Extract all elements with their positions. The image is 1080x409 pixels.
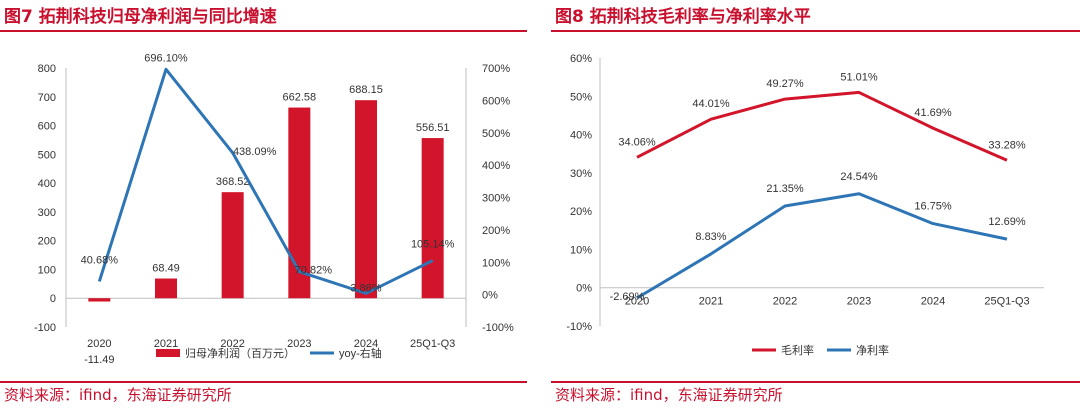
x-category-label: 2023 (847, 296, 871, 308)
y-right-tick-label: 0% (482, 290, 498, 302)
y-left-tick-label: 500 (38, 149, 56, 161)
net-margin-value-label: -2.69% (610, 291, 645, 303)
legend-label-net-profit: 归母净利润（百万元） (185, 346, 295, 360)
bar-value-label: -11.49 (84, 354, 114, 366)
yoy-value-label: 3.86% (350, 282, 381, 294)
x-category-label: 25Q1-Q3 (410, 338, 455, 350)
bar-net-profit (221, 192, 244, 299)
gross-margin-value-label: 34.06% (618, 136, 656, 148)
y-right-tick-label: -100% (482, 322, 514, 334)
gross-margin-value-label: 51.01% (840, 71, 878, 83)
y-left-tick-label: 600 (38, 121, 56, 133)
y-right-tick-label: 600% (482, 95, 510, 107)
net-margin-value-label: 24.54% (840, 171, 878, 183)
source-note: 资料来源：ifind，东海证券研究所 (4, 386, 232, 404)
y-right-tick-label: 100% (482, 257, 510, 269)
y-left-tick-label: 400 (38, 178, 56, 190)
title-divider (0, 30, 527, 32)
y-right-tick-label: 200% (482, 225, 510, 237)
y-right-tick-label: 300% (482, 193, 510, 205)
legend-label-gross-margin: 毛利率 (781, 343, 814, 357)
y-right-tick-label: 500% (482, 128, 510, 140)
y-tick-label: 10% (570, 244, 592, 256)
x-category-label: 2023 (287, 338, 311, 350)
net-margin-line (636, 192, 1008, 300)
y-tick-label: 40% (570, 130, 592, 142)
x-category-label: 2024 (354, 338, 378, 350)
chart-title: 图7 拓荆科技归母净利润与同比增速 (4, 7, 277, 27)
y-tick-label: 30% (570, 168, 592, 180)
yoy-value-label: 438.09% (233, 146, 277, 158)
chart-panel-margins: 图8 拓荆科技毛利率与净利率水平 -10% 0% 10% 20% 30% 40% 50% 60… (551, 0, 1080, 409)
x-category-label: 2020 (625, 296, 649, 308)
x-category-label: 2022 (773, 296, 797, 308)
x-category-label: 25Q1-Q3 (984, 296, 1029, 308)
gross-margin-value-label: 41.69% (914, 107, 952, 119)
bar-net-profit (288, 107, 311, 299)
chart-title: 图8 拓荆科技毛利率与净利率水平 (555, 7, 811, 27)
bar-value-label: 688.15 (349, 84, 383, 96)
bar-net-profit (155, 278, 177, 299)
y-tick-label: 50% (570, 91, 592, 103)
y-left-tick-label: 800 (38, 63, 56, 75)
source-divider (551, 381, 1080, 383)
x-category-label: 2024 (921, 296, 945, 308)
y-tick-label: 20% (570, 206, 592, 218)
yoy-value-label: 70.82% (295, 265, 333, 277)
yoy-line (97, 67, 434, 295)
gross-margin-value-label: 33.28% (988, 139, 1026, 151)
net-margin-value-label: 12.69% (988, 216, 1026, 228)
bar-value-label: 68.49 (152, 263, 180, 275)
net-margin-value-label: 21.35% (766, 183, 804, 195)
y-left-tick-label: 200 (38, 236, 56, 248)
legend-label-net-margin: 净利率 (856, 343, 889, 357)
y-tick-label: -10% (566, 321, 592, 333)
bar-value-label: 556.51 (416, 122, 450, 134)
legend-swatch-net-profit (156, 349, 180, 357)
y-left-tick-label: 100 (38, 264, 56, 276)
title-divider (551, 30, 1080, 32)
bar-net-profit (88, 298, 111, 302)
bar-net-profit (421, 138, 444, 299)
yoy-value-label: 105.14% (411, 239, 455, 251)
net-profit-chart: -100 0 100 200 300 400 500 600 700 800 -100% 0% 100%… (34, 52, 514, 366)
gross-margin-line (636, 90, 1008, 162)
y-tick-label: 60% (570, 53, 592, 65)
x-category-label: 2020 (87, 338, 111, 350)
yoy-value-label: 696.10% (144, 52, 188, 64)
y-left-tick-label: 0 (50, 293, 56, 305)
legend-label-yoy: yoy-右轴 (339, 346, 382, 360)
x-category-label: 2022 (220, 338, 244, 350)
source-divider (0, 381, 527, 383)
net-margin-value-label: 8.83% (695, 231, 726, 243)
bar-value-label: 662.58 (283, 92, 317, 104)
y-tick-label: 0% (576, 283, 592, 295)
gross-margin-value-label: 44.01% (692, 98, 730, 110)
bar-value-label: 368.52 (216, 176, 250, 188)
chart-panel-net-profit: 图7 拓荆科技归母净利润与同比增速 -100 0 100 200 300 400 500 60… (0, 0, 527, 409)
y-left-tick-label: 700 (38, 92, 56, 104)
y-left-tick-label: -100 (34, 322, 56, 334)
margin-chart: -10% 0% 10% 20% 30% 40% 50% 60% 2020 2021 2022 2023… (566, 53, 1044, 357)
x-category-label: 2021 (154, 338, 178, 350)
source-note: 资料来源：ifind，东海证券研究所 (555, 386, 783, 404)
x-category-label: 2021 (699, 296, 723, 308)
y-left-tick-label: 300 (38, 207, 56, 219)
bar-net-profit (355, 100, 377, 299)
net-margin-value-label: 16.75% (914, 201, 952, 213)
gross-margin-value-label: 49.27% (766, 78, 804, 90)
yoy-value-label: 40.68% (81, 254, 119, 266)
y-right-tick-label: 400% (482, 160, 510, 172)
y-right-tick-label: 700% (482, 63, 510, 75)
